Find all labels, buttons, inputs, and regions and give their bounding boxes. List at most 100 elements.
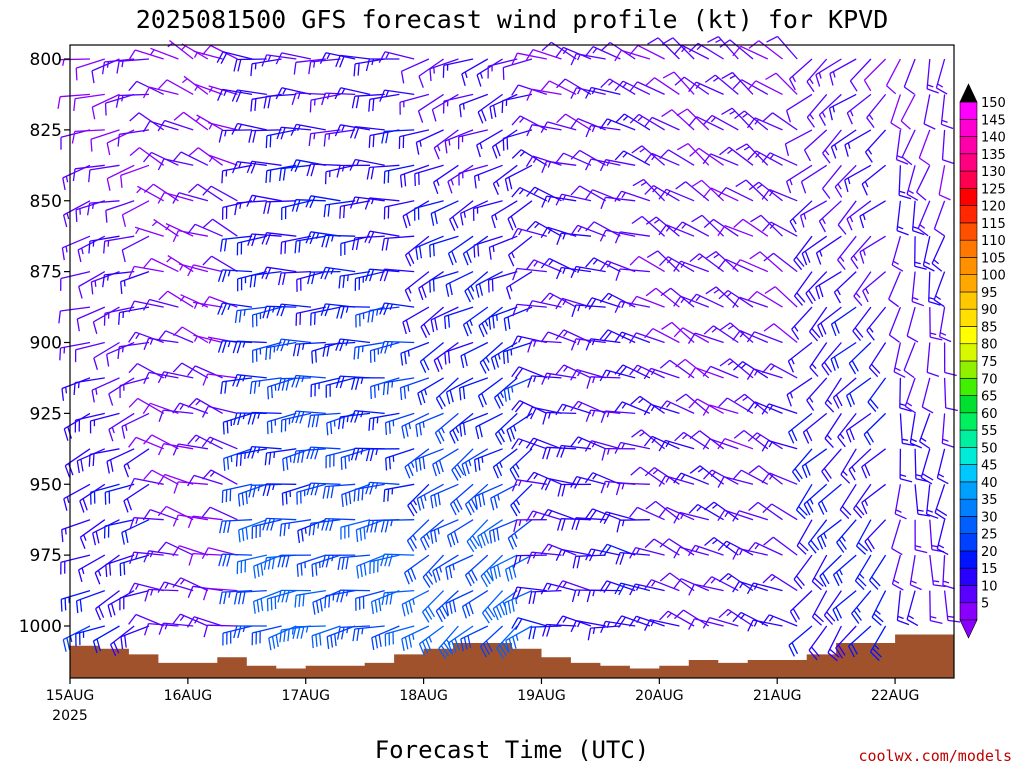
wind-barb (251, 306, 282, 328)
wind-barb (795, 483, 813, 520)
wind-barb (903, 58, 916, 95)
wind-barb (62, 200, 91, 228)
wind-barb (556, 78, 592, 95)
wind-barb (475, 271, 503, 298)
colorbar-label: 110 (981, 234, 1006, 249)
wind-barb (380, 553, 415, 567)
wind-barb (891, 554, 904, 591)
wind-barb (136, 185, 165, 202)
wind-barb (92, 625, 120, 654)
wind-barb (144, 588, 179, 602)
wind-barb (643, 152, 680, 166)
wind-barb (584, 297, 621, 310)
wind-barb (570, 475, 606, 489)
wind-barb (489, 554, 518, 581)
wind-barb (676, 108, 710, 131)
wind-barb (570, 368, 606, 381)
x-tick-label: 22AUG (871, 688, 920, 704)
wind-barb (852, 306, 872, 342)
colorbar-swatch (959, 429, 978, 448)
wind-barb (734, 393, 769, 414)
wind-barb (279, 519, 312, 537)
wind-barb (688, 81, 724, 95)
wind-barb (815, 235, 842, 265)
wind-barb (422, 554, 445, 588)
wind-barb (325, 377, 356, 398)
wind-barb (556, 232, 592, 246)
wind-barb (115, 93, 150, 108)
wind-barb (673, 511, 709, 524)
wind-barb (350, 410, 385, 423)
wind-barb (379, 89, 415, 102)
wind-barb (614, 615, 651, 628)
wind-barb (365, 448, 400, 462)
wind-barb (628, 295, 665, 308)
wind-barb (247, 411, 282, 425)
wind-barb (801, 448, 828, 479)
x-tick-label: 15AUG (46, 688, 95, 704)
wind-barb (143, 257, 179, 273)
wind-barb (845, 377, 872, 408)
wind-barb (899, 413, 915, 447)
wind-barb (128, 49, 164, 61)
colorbar-label: 70 (981, 372, 998, 387)
wind-barb (474, 483, 503, 509)
wind-barb (645, 216, 680, 237)
wind-barb (275, 52, 312, 65)
wind-barb (508, 235, 533, 267)
wind-barb (761, 188, 798, 202)
wind-barb (914, 519, 928, 554)
wind-barb (614, 401, 651, 415)
wind-barb (526, 124, 562, 137)
wind-barb (789, 200, 813, 233)
wind-barb (384, 625, 415, 647)
wind-barb (421, 590, 445, 623)
wind-barb (585, 86, 621, 99)
wind-barb (399, 93, 430, 115)
wind-barb (61, 519, 91, 542)
wind-barb (629, 546, 665, 559)
wind-barb (306, 482, 341, 496)
wind-barbs (57, 35, 961, 662)
wind-barb (719, 146, 754, 166)
wind-barb (195, 114, 223, 131)
wind-barb (933, 271, 946, 308)
wind-barb (142, 86, 179, 99)
wind-barb (511, 149, 548, 166)
wind-barb (430, 306, 459, 333)
wind-barb (219, 235, 253, 252)
wind-barb (746, 368, 783, 380)
wind-barb (526, 88, 562, 101)
wind-barb (943, 377, 958, 412)
wind-barb (401, 625, 430, 652)
wind-barb (629, 81, 665, 95)
wind-barb (556, 444, 592, 458)
wind-barb (903, 342, 916, 379)
wind-barb (859, 200, 886, 229)
wind-barb (763, 323, 798, 344)
wind-barb (570, 224, 606, 237)
wind-barb (445, 590, 474, 616)
wind-barb (172, 362, 209, 379)
wind-barb (444, 129, 474, 154)
wind-barb (417, 377, 444, 406)
wind-barb (261, 54, 297, 67)
wind-barb (766, 35, 798, 60)
wind-barb (281, 483, 312, 506)
wind-barb (512, 303, 547, 317)
wind-barb (172, 577, 209, 592)
colorbar-swatch (959, 377, 978, 396)
wind-barb (570, 265, 606, 279)
wind-barb (718, 608, 754, 627)
wind-barb (261, 232, 297, 245)
wind-barb (354, 270, 385, 291)
wind-barb (293, 448, 326, 464)
wind-barb (103, 519, 135, 539)
wind-barb (660, 287, 695, 308)
wind-barb (815, 58, 842, 87)
wind-barb (601, 447, 636, 461)
wind-barb (187, 223, 223, 237)
wind-barb (73, 93, 105, 111)
wind-barb (221, 164, 253, 184)
wind-barb (906, 306, 919, 343)
